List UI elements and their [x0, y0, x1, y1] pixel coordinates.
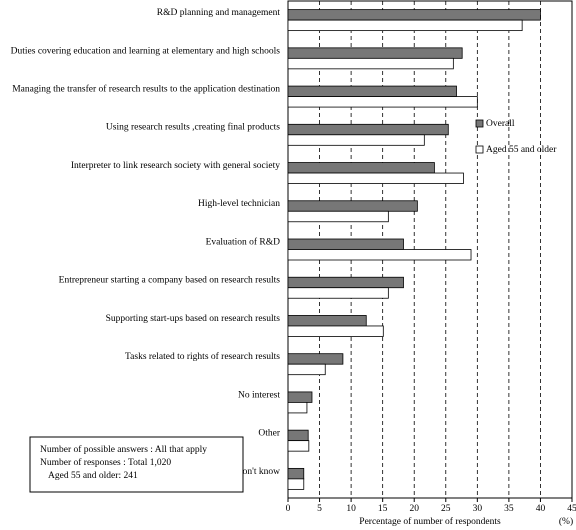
x-tick-label: 0 — [286, 504, 291, 514]
bar — [287, 96, 478, 108]
bar — [287, 287, 389, 299]
x-axis-label: Percentage of number of respondents — [359, 516, 501, 527]
legend-swatch — [475, 119, 484, 128]
x-tick-label: 5 — [317, 504, 322, 514]
y-tick-label: Interpreter to link research society wit… — [71, 161, 280, 171]
bar — [287, 19, 523, 32]
y-tick-label: Tasks related to rights of research resu… — [125, 351, 280, 362]
legend-label: Overall — [486, 119, 515, 129]
y-tick-label: High-level technician — [198, 199, 280, 209]
x-tick-label: 15 — [378, 504, 388, 514]
bar — [287, 315, 367, 327]
bar — [287, 47, 463, 59]
bar — [287, 172, 464, 184]
bar — [287, 57, 454, 70]
y-tick-label: Supporting start-ups based on research r… — [106, 314, 281, 324]
bar — [287, 200, 418, 212]
bar — [287, 478, 305, 490]
x-tick-label: 35 — [504, 504, 514, 514]
bar — [287, 249, 472, 261]
y-tick-label: Duties covering education and learning a… — [11, 46, 281, 56]
bar — [287, 162, 435, 174]
bar — [287, 467, 305, 480]
note-box — [29, 436, 244, 493]
bar — [287, 9, 541, 21]
y-tick-label: Evaluation of R&D — [206, 236, 281, 247]
note-text: Number of responses : Total 1,020 — [40, 457, 171, 468]
y-tick-label: R&D planning and management — [157, 8, 281, 18]
y-tick-label: Other — [258, 429, 280, 439]
y-tick-label: Using research results ,creating final p… — [106, 122, 280, 133]
x-tick-label: 20 — [409, 504, 419, 514]
bar — [287, 363, 326, 376]
legend-swatch — [475, 145, 484, 154]
x-tick-label: 25 — [441, 504, 451, 514]
x-tick-label: 45 — [567, 504, 576, 514]
note-text: Aged 55 and older: 241 — [48, 471, 138, 481]
bar — [287, 276, 404, 289]
x-tick-label: 40 — [536, 504, 546, 514]
bar — [287, 85, 457, 97]
bar — [287, 440, 310, 452]
x-tick-label: 10 — [346, 504, 356, 514]
y-tick-label: Don't know — [236, 467, 280, 477]
legend-label: Aged 55 and older — [486, 145, 557, 155]
bar — [287, 325, 384, 337]
y-tick-label: No interest — [238, 390, 280, 400]
bar — [287, 391, 313, 403]
y-tick-label: Managing the transfer of research result… — [12, 84, 280, 95]
note-text: Number of possible answers : All that ap… — [40, 444, 207, 455]
bar — [287, 123, 449, 136]
unit-label: (%) — [559, 516, 573, 527]
bar — [287, 353, 344, 365]
x-tick-label: 30 — [473, 504, 483, 514]
bar — [287, 402, 308, 414]
bar — [287, 210, 389, 223]
y-tick-label: Entrepreneur starting a company based on… — [59, 276, 281, 286]
bar — [287, 429, 309, 442]
bar — [287, 134, 425, 146]
bar — [287, 238, 404, 250]
